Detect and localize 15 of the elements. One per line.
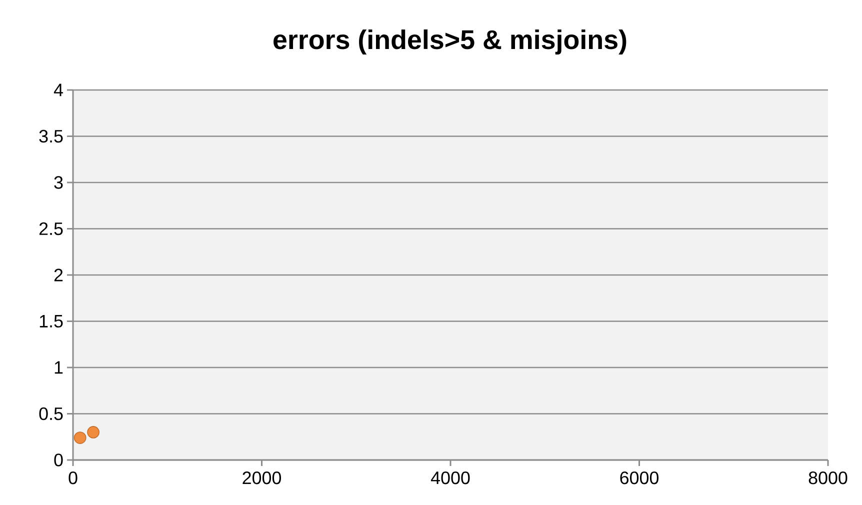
y-tick-label: 3.5 xyxy=(39,130,63,143)
y-tick-label: 0.5 xyxy=(39,407,63,420)
x-tick-label: 4000 xyxy=(430,471,470,484)
y-tick-label: 0 xyxy=(54,454,63,466)
y-tick-label: 2 xyxy=(54,268,63,282)
y-tick-label: 1 xyxy=(54,361,63,374)
x-tick-label: 0 xyxy=(68,471,78,484)
y-tick-label: 4 xyxy=(54,84,63,96)
x-tick-label: 8000 xyxy=(808,471,848,484)
chart-title: errors (indels>5 & misjoins) xyxy=(274,29,626,55)
x-tick-label: 6000 xyxy=(620,471,658,484)
y-tick-label: 3 xyxy=(54,176,63,189)
y-tick-label: 1.5 xyxy=(40,314,63,328)
x-tick-label: 2000 xyxy=(242,471,282,484)
y-tick-label: 2.5 xyxy=(39,222,63,236)
